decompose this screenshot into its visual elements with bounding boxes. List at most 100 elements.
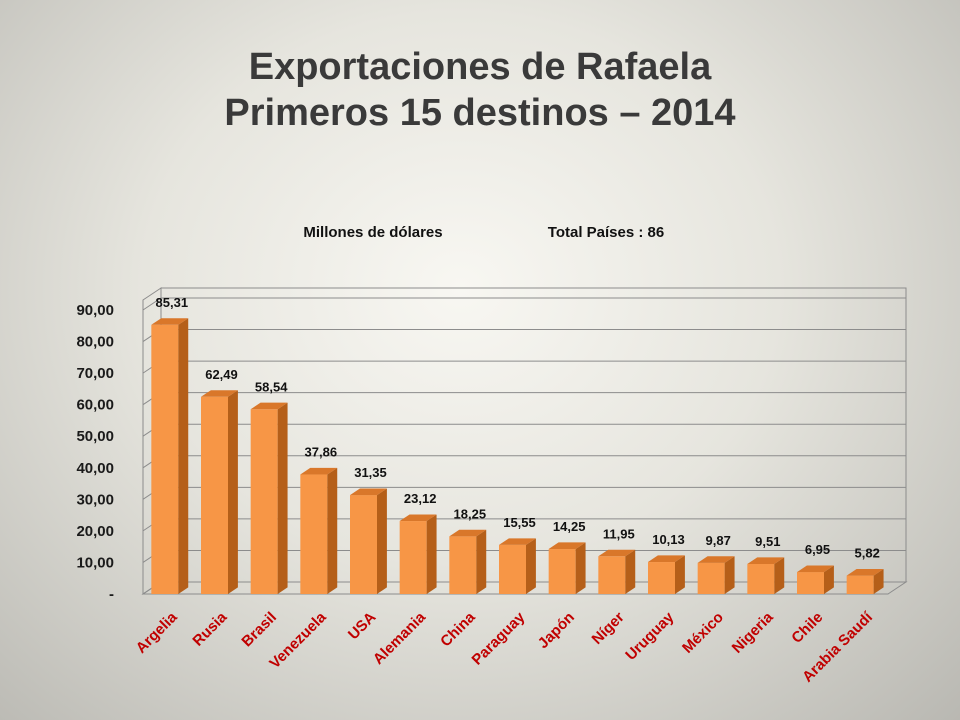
bar-top: [449, 529, 487, 537]
bar: [350, 488, 387, 594]
bar-top: [598, 549, 636, 557]
y-tick-label: 40,00: [76, 460, 114, 477]
bar: [151, 318, 189, 594]
bar: [399, 514, 437, 594]
bar: [598, 549, 636, 594]
category-label: México: [679, 609, 727, 657]
chart-subtitle-total: Total Países : 86: [548, 224, 664, 241]
data-label: 85,31: [156, 295, 189, 310]
y-tick-label: 70,00: [76, 365, 114, 382]
data-labels: 85,31 62,49 58,54 37,86 31,35 23,12 18,25 15,55…: [156, 295, 880, 561]
data-label: 5,82: [855, 546, 880, 561]
y-tick-label: 80,00: [76, 334, 114, 351]
gridline: [142, 392, 906, 406]
bar-side: [724, 556, 735, 594]
bar-top: [548, 542, 586, 550]
data-label: 10,13: [652, 532, 685, 547]
y-tick-label: 30,00: [76, 491, 114, 508]
data-label: 58,54: [255, 379, 288, 394]
data-label: 9,51: [755, 534, 780, 549]
bar-top: [300, 467, 338, 475]
category-label: China: [437, 608, 479, 650]
data-label: 9,87: [706, 533, 731, 548]
bar-front: [747, 563, 775, 594]
data-label: 37,86: [305, 445, 338, 460]
bar-top: [350, 488, 387, 496]
category-label: Chile: [788, 609, 826, 647]
bar-side: [526, 538, 536, 594]
data-label: 6,95: [805, 542, 830, 557]
bar-front: [151, 324, 179, 594]
bar-front: [499, 544, 526, 594]
category-label: Japón: [535, 609, 578, 652]
bar-front: [797, 572, 824, 594]
gridline: [142, 297, 906, 311]
bar-side: [575, 542, 586, 594]
bar-side: [327, 467, 338, 594]
bar-side: [228, 390, 238, 594]
category-label: Nigeria: [729, 608, 777, 656]
category-label: Níger: [589, 609, 628, 648]
data-label: 11,95: [603, 526, 635, 541]
data-label: 18,25: [454, 506, 487, 521]
bar: [300, 467, 338, 594]
bar-top: [747, 557, 785, 564]
bar: [797, 565, 834, 594]
y-axis-ticks: - 10,00 20,00 30,00 40,00 50,00 60,00 70,00 80,0…: [76, 302, 114, 603]
bar-top: [797, 565, 834, 573]
chart-subtitle-units: Millones de dólares: [303, 224, 442, 241]
bar-front: [201, 396, 228, 594]
slide-title: Exportaciones de Rafaela Primeros 15 des…: [0, 44, 960, 136]
y-tick-label: 10,00: [76, 554, 114, 571]
bar-front: [648, 562, 675, 594]
category-label: Brasil: [238, 609, 280, 651]
bar-series: [151, 318, 884, 594]
bar-top: [697, 556, 735, 563]
data-label: 14,25: [553, 519, 586, 534]
data-label: 23,12: [404, 491, 437, 506]
bar-side: [625, 549, 636, 594]
bar-side: [476, 529, 487, 594]
bar: [846, 569, 884, 594]
data-label: 62,49: [205, 367, 238, 382]
bar-side: [675, 555, 685, 594]
bar-front: [399, 521, 427, 594]
bar: [449, 529, 487, 594]
bar: [697, 556, 735, 594]
bar-top: [648, 555, 685, 563]
bar-top: [151, 318, 189, 325]
y-tick-label: 20,00: [76, 523, 114, 540]
bar: [648, 555, 685, 594]
bar-front: [697, 562, 725, 594]
bar: [250, 402, 288, 594]
bar-side: [774, 557, 785, 594]
bar: [747, 557, 785, 594]
bar-side: [277, 402, 288, 594]
category-label: Alemania: [370, 608, 430, 668]
y-tick-label: 50,00: [76, 428, 114, 445]
bar-top: [399, 514, 437, 522]
data-label: 31,35: [354, 465, 387, 480]
bar: [499, 538, 536, 594]
bar-side: [178, 318, 189, 594]
gridline: [142, 360, 906, 374]
bar: [201, 390, 238, 594]
bar-side: [426, 514, 437, 594]
bar: [548, 542, 586, 594]
bar-front: [846, 575, 874, 594]
bar-top: [201, 390, 238, 397]
bar-top: [846, 569, 884, 576]
bar-front: [449, 536, 477, 594]
bar-front: [250, 409, 278, 594]
bar-side: [824, 565, 834, 594]
y-tick-label: -: [109, 586, 114, 603]
category-label: Uruguay: [622, 608, 678, 664]
gridline: [142, 329, 906, 342]
data-label: 15,55: [503, 515, 536, 530]
bar-side: [873, 569, 884, 594]
category-label: Paraguay: [469, 608, 529, 668]
category-label: Argelia: [133, 608, 181, 656]
bar-front: [548, 549, 576, 594]
